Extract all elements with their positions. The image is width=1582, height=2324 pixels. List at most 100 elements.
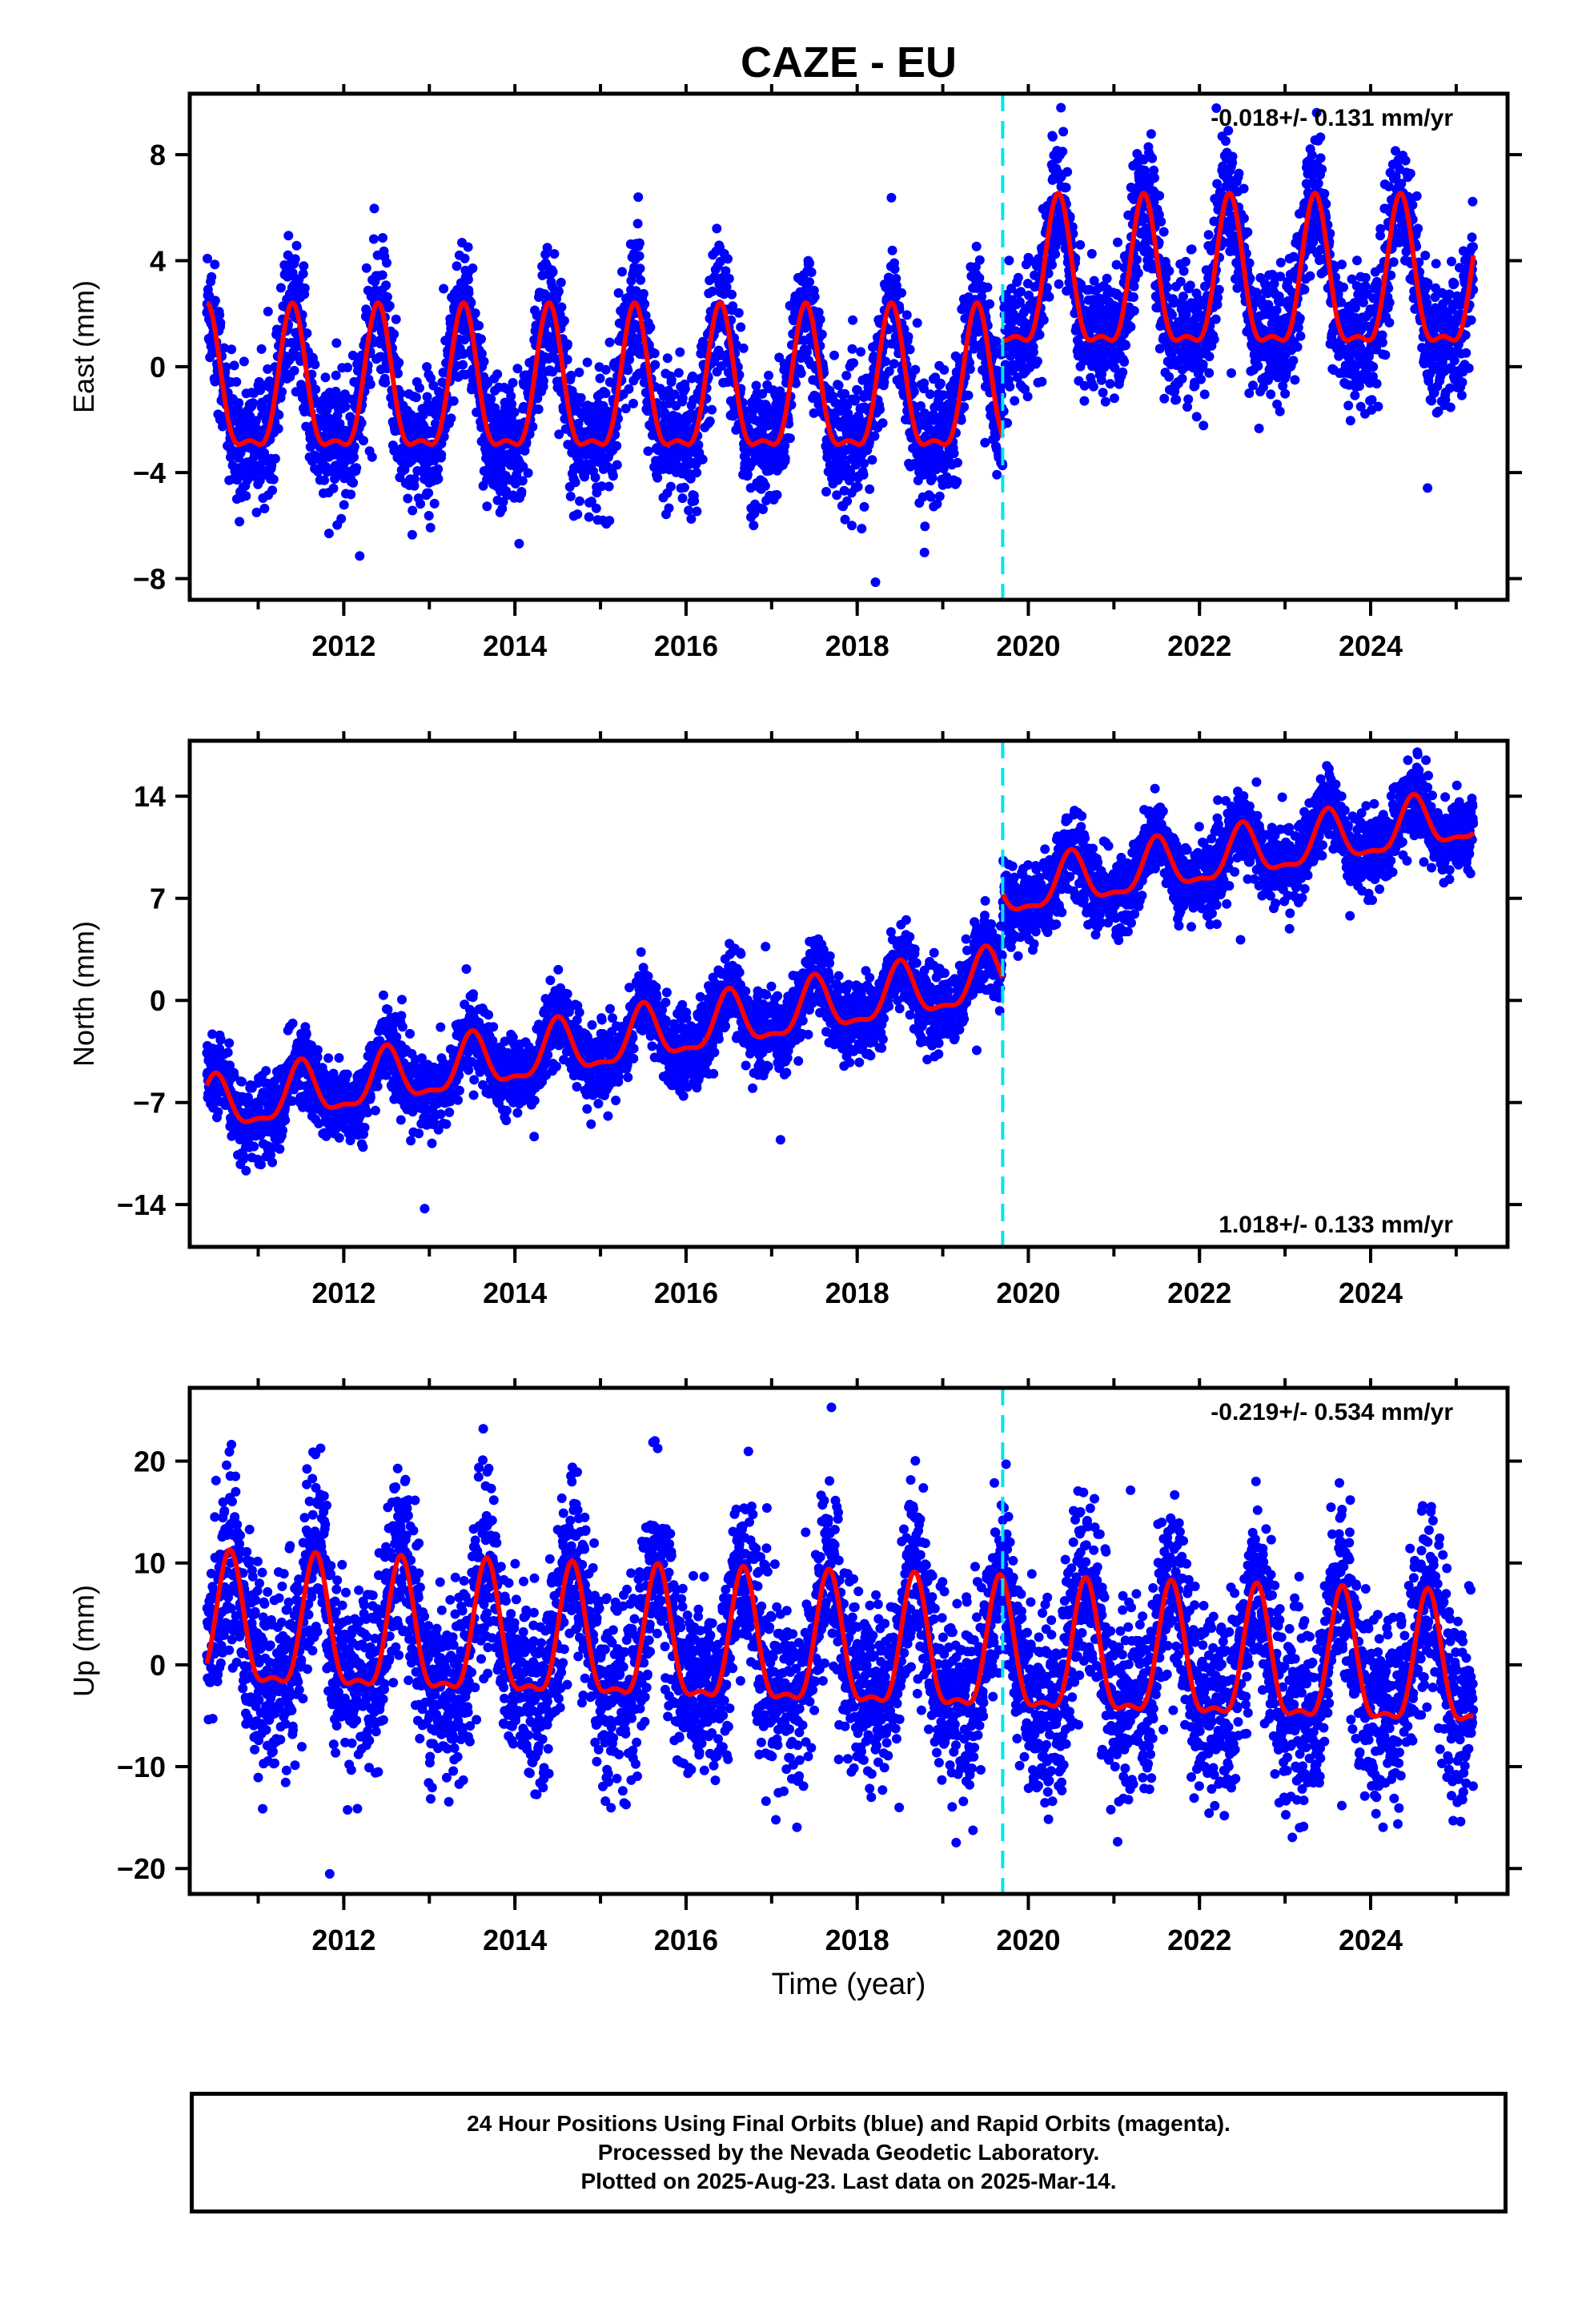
- data-point: [389, 329, 400, 340]
- data-point: [1158, 227, 1169, 237]
- data-point: [1100, 396, 1110, 407]
- data-point: [380, 377, 391, 388]
- data-point: [1185, 280, 1195, 291]
- data-point: [802, 347, 812, 357]
- data-point: [1339, 282, 1348, 292]
- data-point: [736, 322, 746, 332]
- data-point: [1047, 131, 1058, 142]
- data-point: [219, 343, 229, 353]
- data-point: [865, 484, 875, 494]
- data-point: [901, 310, 912, 320]
- data-point: [553, 286, 564, 296]
- data-point: [1266, 389, 1276, 400]
- data-point: [359, 436, 368, 446]
- data-point: [870, 577, 881, 587]
- data-point: [263, 364, 273, 374]
- data-point: [1295, 313, 1305, 324]
- data-point: [210, 259, 220, 270]
- data-point: [1199, 420, 1209, 431]
- data-point: [229, 360, 239, 371]
- data-point: [1280, 388, 1291, 399]
- data-point: [590, 472, 600, 483]
- data-point: [263, 307, 273, 316]
- data-point: [841, 371, 852, 380]
- data-point: [275, 283, 286, 293]
- data-point: [241, 491, 251, 501]
- data-point: [686, 514, 697, 524]
- data-point: [1056, 103, 1066, 113]
- data-point: [692, 506, 702, 517]
- data-point: [1319, 188, 1330, 199]
- data-point: [368, 234, 379, 244]
- data-point: [267, 485, 278, 496]
- data-point: [239, 356, 249, 367]
- data-point: [1147, 153, 1158, 163]
- data-point: [832, 490, 842, 501]
- data-point: [586, 497, 596, 507]
- data-point: [1343, 400, 1354, 411]
- data-point: [733, 308, 744, 318]
- data-point: [927, 472, 938, 483]
- data-point: [408, 505, 418, 516]
- data-point: [1305, 271, 1315, 281]
- data-point: [574, 368, 584, 377]
- data-point: [635, 263, 645, 274]
- data-point: [365, 379, 375, 389]
- data-point: [339, 500, 349, 510]
- data-point: [215, 318, 226, 328]
- data-point: [565, 491, 576, 501]
- data-point: [1315, 153, 1326, 163]
- data-point: [1352, 255, 1362, 266]
- data-point: [429, 498, 440, 509]
- data-point: [422, 362, 432, 372]
- data-point: [805, 277, 814, 287]
- data-point: [903, 332, 913, 342]
- data-point: [476, 348, 487, 359]
- data-point: [920, 521, 930, 532]
- data-point: [369, 203, 379, 214]
- data-point: [869, 431, 880, 441]
- data-point: [367, 452, 377, 462]
- data-point: [847, 344, 857, 354]
- data-point: [463, 242, 473, 252]
- data-point: [291, 240, 302, 251]
- data-point: [1186, 244, 1197, 255]
- data-point: [628, 398, 638, 408]
- data-point: [634, 238, 644, 248]
- data-point: [848, 315, 858, 325]
- data-point: [985, 299, 995, 309]
- data-point: [1113, 237, 1122, 247]
- data-point: [608, 471, 618, 481]
- data-point: [833, 380, 844, 391]
- data-point: [1086, 248, 1097, 259]
- data-point: [643, 446, 653, 456]
- data-point: [1239, 213, 1249, 223]
- data-point: [991, 336, 1002, 347]
- data-point: [910, 364, 921, 375]
- data-point: [234, 398, 244, 408]
- data-point: [492, 369, 503, 380]
- data-point: [210, 296, 220, 306]
- data-point: [331, 370, 341, 380]
- data-point: [1118, 367, 1128, 377]
- data-point: [617, 267, 627, 277]
- data-point: [760, 480, 770, 491]
- data-point: [474, 320, 484, 331]
- data-point: [1271, 305, 1282, 316]
- data-point: [430, 419, 440, 429]
- data-point: [575, 496, 584, 506]
- data-point: [378, 233, 387, 243]
- data-point: [815, 314, 825, 324]
- data-point: [346, 489, 356, 500]
- data-point: [953, 457, 962, 468]
- data-point: [349, 452, 359, 462]
- data-point: [963, 390, 974, 400]
- data-point: [1037, 376, 1047, 387]
- data-point: [415, 383, 424, 393]
- data-point: [680, 384, 690, 394]
- data-point: [600, 364, 611, 375]
- data-point: [268, 474, 279, 485]
- data-point: [623, 365, 633, 376]
- data-point: [591, 503, 601, 513]
- data-point: [821, 487, 831, 497]
